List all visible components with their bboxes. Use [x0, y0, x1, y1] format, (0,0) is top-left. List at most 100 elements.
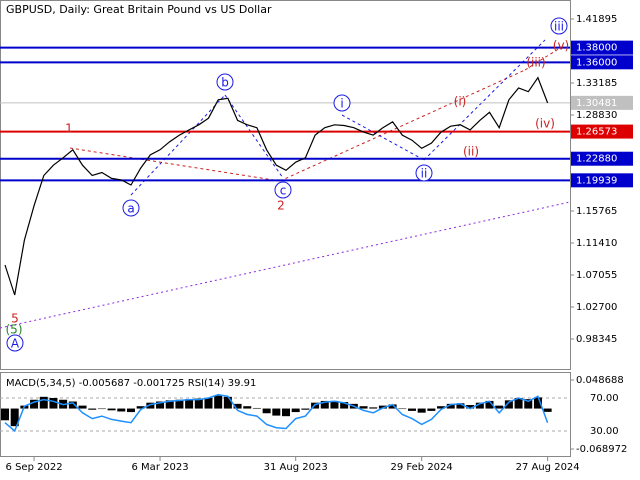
rsi-line	[4, 393, 549, 433]
macd-bar	[233, 403, 242, 409]
wave-circle	[550, 17, 568, 35]
wave-label: A	[11, 337, 20, 351]
y-tick-label: 1.15765	[576, 206, 617, 217]
wave-line	[524, 47, 561, 71]
wave-label: 2	[277, 199, 285, 213]
y2-tick-label: 70.00	[590, 393, 619, 404]
macd-bar	[330, 400, 339, 409]
trend-line	[0, 201, 571, 329]
y2-tick-label: 30.00	[590, 426, 619, 437]
wave-label: (iv)	[535, 117, 555, 131]
macd-bar	[485, 400, 494, 409]
y-tick-label: 1.02700	[576, 302, 617, 313]
wave-label: b	[221, 76, 229, 90]
indicator-frame	[0, 372, 571, 457]
wave-line	[130, 94, 226, 196]
macd-bar	[437, 406, 446, 409]
wave-line	[423, 39, 546, 161]
macd-bar	[466, 405, 475, 409]
macd-bar	[97, 408, 106, 410]
macd-bar	[282, 408, 291, 417]
level-label: 1.19939	[576, 175, 617, 186]
macd-bar	[359, 406, 368, 409]
macd-bar	[504, 400, 513, 409]
y-tick-label: 1.41895	[576, 14, 617, 25]
wave-label: a	[127, 202, 134, 216]
x-tick-label: 6 Mar 2023	[132, 462, 189, 473]
macd-bar	[107, 408, 116, 411]
macd-bar	[204, 397, 213, 409]
macd-bar	[68, 401, 77, 409]
macd-bar	[495, 405, 504, 409]
level-box	[571, 95, 633, 110]
level-label: 1.36000	[576, 57, 617, 68]
x-tick-label: 31 Aug 2023	[264, 462, 328, 473]
y-tick-label: 1.28830	[576, 110, 617, 121]
macd-bar	[194, 398, 203, 409]
wave-circle	[122, 199, 140, 217]
macd-bar	[475, 402, 484, 409]
macd-bar	[388, 404, 397, 409]
wave-circle	[6, 334, 24, 352]
level-label: 1.30481	[576, 98, 617, 109]
macd-bar	[243, 406, 252, 409]
y-tick-label: 0.048688	[576, 375, 624, 386]
macd-bar	[252, 407, 261, 409]
wave-label: (ii)	[463, 145, 479, 159]
macd-bar	[340, 402, 349, 409]
macd-bar	[378, 405, 387, 409]
macd-bar	[398, 408, 407, 410]
macd-bar	[301, 408, 310, 410]
macd-bar	[369, 407, 378, 409]
wave-label: (i)	[454, 95, 467, 109]
macd-bar	[78, 405, 87, 409]
macd-bar	[407, 408, 416, 411]
wave-label: 1	[65, 122, 73, 136]
wave-label: (5)	[6, 323, 23, 337]
macd-bar	[146, 402, 155, 409]
wave-line	[69, 147, 281, 182]
macd-bar	[214, 395, 223, 409]
x-tick-label: 6 Sep 2022	[6, 462, 63, 473]
wave-line	[279, 69, 526, 182]
wave-label: iii	[554, 20, 564, 34]
wave-label: ii	[421, 167, 428, 181]
level-box	[571, 173, 633, 188]
macd-bar	[291, 408, 300, 413]
macd-bar	[456, 403, 465, 409]
macd-bar	[514, 397, 523, 409]
macd-bar	[320, 400, 329, 409]
macd-bar	[446, 403, 455, 409]
wave-label: (iii)	[526, 56, 545, 70]
macd-bar	[156, 401, 165, 409]
y-tick-label: 0.98345	[576, 334, 617, 345]
macd-bar	[10, 408, 19, 427]
y-tick-label: -0.068972	[576, 444, 627, 455]
macd-bar	[262, 408, 271, 414]
macd-bar	[175, 399, 184, 409]
y-tick-label: 1.07055	[576, 270, 617, 281]
x-tick-label: 27 Aug 2024	[516, 462, 580, 473]
level-box	[571, 124, 633, 139]
macd-bar	[165, 400, 174, 409]
macd-bar	[117, 408, 126, 412]
wave-label: (v)	[553, 39, 569, 53]
wave-line	[224, 94, 284, 179]
y-tick-label: 1.33185	[576, 78, 617, 89]
wave-circle	[216, 73, 234, 91]
indicator-title: MACD(5,34,5) -0.005687 -0.001725 RSI(14)…	[6, 378, 256, 389]
macd-bar	[223, 396, 232, 409]
wave-circle	[333, 94, 351, 112]
price-line	[4, 76, 549, 296]
macd-bar	[427, 408, 436, 411]
macd-bar	[272, 408, 281, 416]
macd-bar	[30, 399, 39, 409]
wave-label: c	[280, 184, 287, 198]
wave-circle	[274, 181, 292, 199]
macd-bar	[185, 399, 194, 409]
level-box	[571, 151, 633, 166]
macd-bar	[126, 408, 135, 413]
macd-bar	[88, 408, 97, 410]
macd-bar	[39, 396, 48, 409]
